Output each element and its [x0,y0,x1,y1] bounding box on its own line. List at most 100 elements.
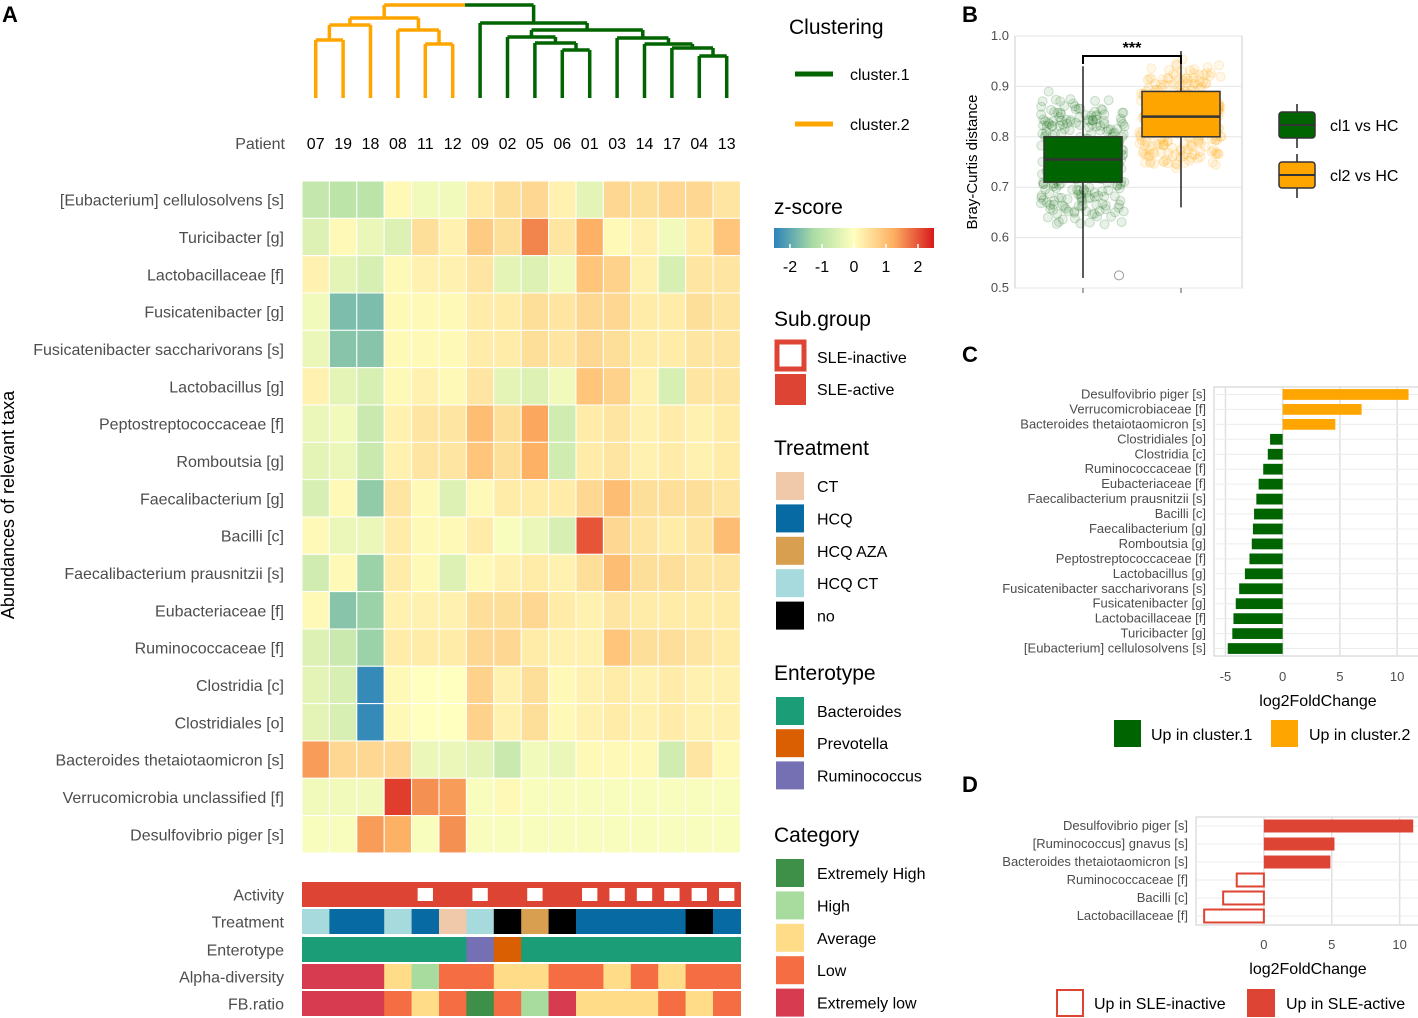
zscore-legend-title: z-score [774,196,843,219]
heatmap-cell [685,553,714,593]
b-jitter-point [1036,192,1047,203]
b-jitter-point [1170,149,1181,160]
heatmap-cell [657,180,687,219]
heatmap-cell [685,479,714,518]
heatmap-cell [438,404,467,443]
enterotype-cell [685,937,714,962]
heatmap-cell [465,516,495,555]
heatmap-cell [438,292,467,331]
b-jitter-point [1088,115,1099,126]
heatmap-cell [438,777,467,817]
annotation-row-label: Enterotype [207,943,284,960]
category-label: Desulfovibrio piger [s] [1081,386,1206,401]
heatmap-cell [438,628,467,667]
category-legend-label: Average [817,931,876,948]
heatmap-cell [465,217,495,257]
heatmap-cell [520,591,550,630]
b-jitter-point [1084,122,1095,133]
heatmap-cell [301,777,330,817]
heatmap-cell [383,665,413,705]
b-jitter-point [1161,155,1172,166]
heatmap-cell [630,404,659,443]
zscore-tick-label: 0 [850,259,859,276]
heatmap-cell [630,815,659,854]
b-jitter-point [1144,73,1155,84]
heatmap-cell [630,329,659,369]
heatmap-cell [438,740,467,779]
treatment-legend-label: HCQ AZA [817,544,888,561]
heatmap-cell [411,591,440,630]
b-jitter-point [1039,116,1050,127]
activity-cell [493,882,522,907]
b-jitter-point [1177,65,1188,76]
taxa-labels: [Eubacterium] cellulosolvens [s] Turiciba… [33,193,284,845]
b-jitter-point [1213,148,1224,159]
b-jitter-point [1038,120,1049,131]
patient-label: 08 [389,136,407,153]
patient-label: 05 [526,136,544,153]
heatmap-cell [383,628,413,667]
heatmap-cell [301,591,330,630]
heatmap-cell [301,665,330,705]
heatmap-cell [657,777,687,817]
heatmap-cell [493,329,522,369]
panel-b-label: B [962,2,978,27]
b-jitter-point [1162,158,1173,169]
b-jitter-point [1099,109,1110,120]
b-jitter-point [1117,107,1128,118]
heatmap-cell [383,255,413,294]
zscore-tick-label: -2 [783,259,797,276]
b-jitter-point [1036,109,1047,120]
b-jitter-point [1144,145,1155,156]
heatmap-cell [438,591,467,630]
heatmap-cell [411,665,440,705]
heatmap-cell [438,329,467,369]
heatmap-cell [602,628,632,667]
heatmap-cell [657,479,687,518]
heatmap-cell [685,740,714,779]
heatmap-cell [411,329,440,369]
b-jitter-point [1187,149,1198,160]
heatmap-cell [712,516,741,555]
category-label: Clostridiales [o] [1117,431,1206,446]
heatmap-cell [575,329,604,369]
category-label: Desulfovibrio piger [s] [1063,818,1188,833]
b-ytick-label: 0.8 [991,129,1009,144]
b-jitter-point [1055,107,1066,118]
treatment-legend-swatch [776,569,804,598]
panel-a-label: A [2,2,18,27]
treatment-cell [576,909,604,934]
b-outlier [1114,270,1124,281]
b-jitter-point [1118,107,1129,118]
b-jitter-point [1045,200,1056,211]
b-jitter-point [1067,184,1078,195]
b-jitter-point [1054,120,1065,131]
b-jitter-point [1087,209,1098,220]
taxon-label: Clostridia [c] [196,678,284,695]
heatmap-cell [602,665,632,705]
b-jitter-point [1056,115,1067,126]
b-jitter-point [1055,96,1066,107]
heatmap-cell [712,815,741,854]
alpha-diversity-cell [521,964,550,989]
b-jitter-point [1116,116,1127,127]
heatmap-cell [657,665,687,705]
category-legend-title: Category [774,824,860,847]
activity-inactive-marker [719,888,735,901]
b-jitter-point [1170,163,1181,174]
heatmap-cell [712,553,741,593]
heatmap-cell [575,740,604,779]
taxon-label: Verrucomicrobia unclassified [f] [63,790,284,807]
b-jitter-point [1186,152,1197,163]
enterotype-cell [521,937,550,962]
dendrogram [313,3,729,98]
b-jitter-point [1072,184,1083,195]
heatmap-cell [520,815,550,854]
bar-chart-c: -5 0 5 10 Desulfovibrio piger [s]Verrucomicr… [1002,386,1418,684]
heatmap-cell [520,329,550,369]
bar [1235,872,1265,888]
heatmap-cell [548,815,577,854]
heatmap-cell [411,703,440,742]
category-label: Bacteroides thetaiotaomicron [s] [1002,854,1188,869]
x-tick-label: 5 [1328,937,1335,952]
